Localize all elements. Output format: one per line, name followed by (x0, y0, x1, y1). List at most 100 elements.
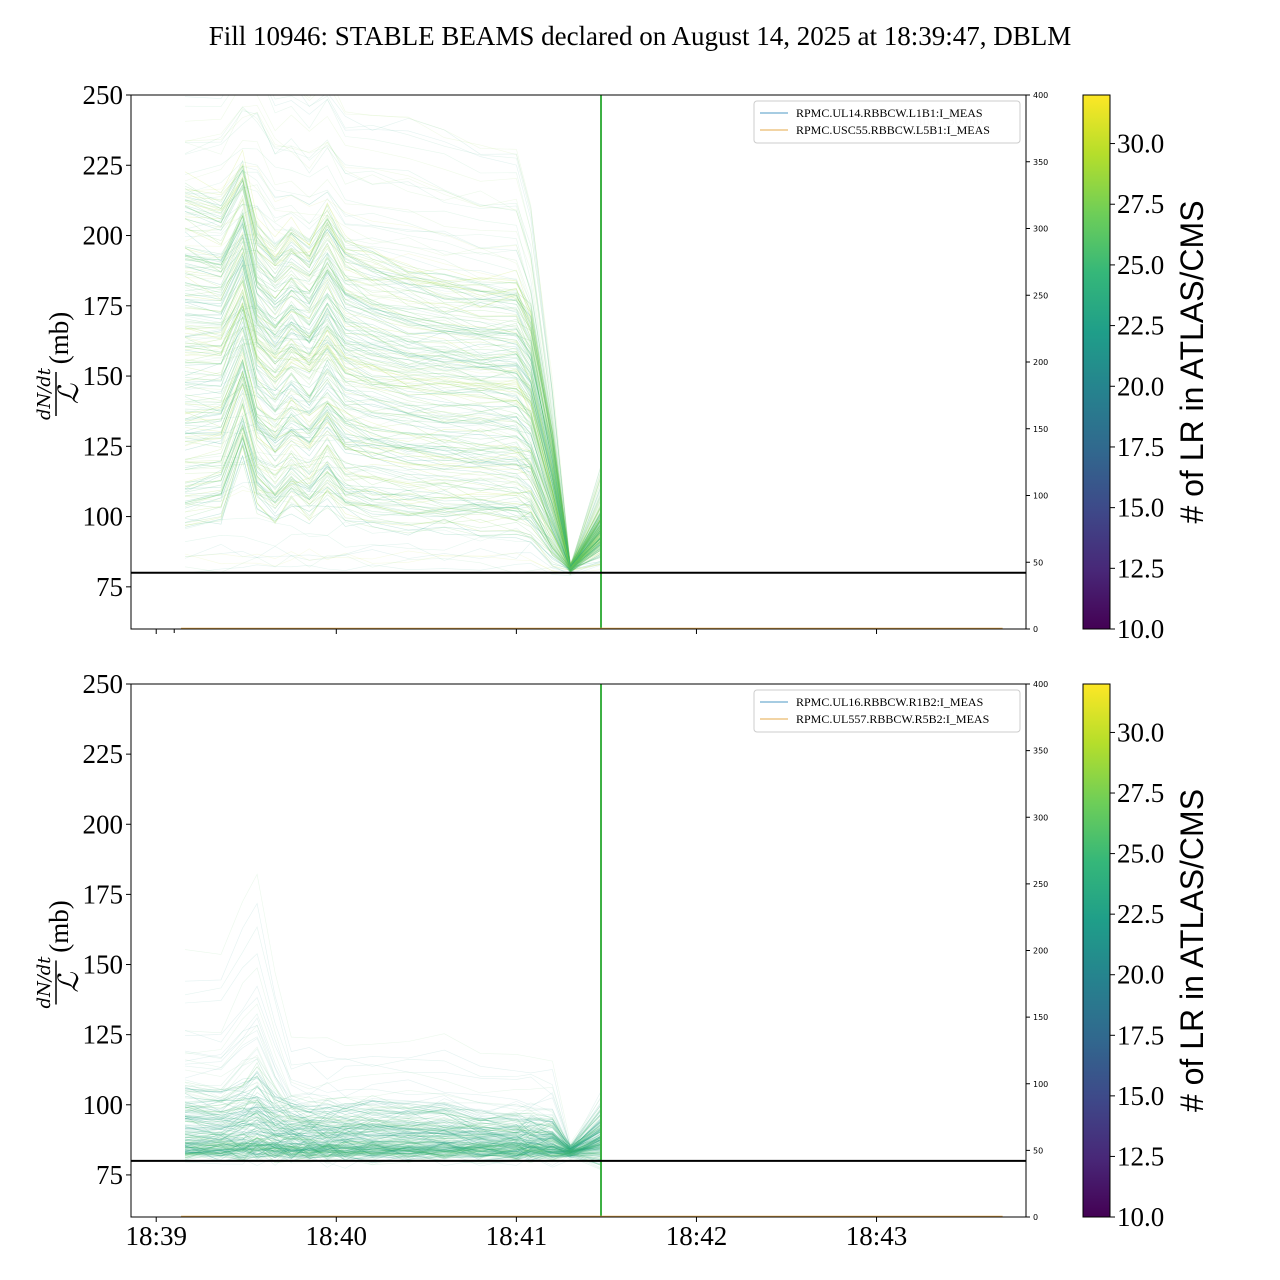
trace-line (184, 1099, 602, 1147)
trace-line (184, 237, 602, 567)
trace-line (184, 140, 602, 569)
trace-line (184, 456, 602, 575)
secondary-y-tick-label: 350 (1033, 747, 1048, 756)
trace-line (184, 234, 602, 568)
secondary-y-tick-label: 250 (1033, 880, 1048, 889)
trace-line (184, 1110, 602, 1151)
trace-line (184, 241, 602, 571)
trace-line (184, 1141, 602, 1156)
x-tick-label: 18:41 (486, 1221, 548, 1251)
trace-line (184, 179, 602, 567)
trace-line (184, 1141, 602, 1159)
trace-line (184, 291, 602, 566)
trace-line (184, 216, 602, 566)
trace-line (184, 371, 602, 571)
trace-line (184, 308, 602, 567)
trace-line (184, 1130, 602, 1154)
legend-entry: RPMC.USC55.RBBCW.L5B1:I_MEAS (796, 123, 990, 137)
trace-line (184, 273, 602, 569)
trace-line (184, 1149, 602, 1162)
legend-entry: RPMC.UL14.RBBCW.L1B1:I_MEAS (796, 106, 983, 120)
trace-line (184, 329, 602, 569)
trace-line (184, 344, 602, 568)
trace-line (184, 233, 602, 568)
trace-line (184, 445, 602, 571)
trace-line (184, 95, 602, 568)
trace-line (184, 1133, 602, 1156)
trace-line (305, 95, 602, 568)
trace-line (184, 384, 602, 574)
trace-line (184, 315, 602, 572)
trace-line (184, 1096, 602, 1155)
trace-line (184, 1057, 602, 1152)
trace-line (184, 1099, 602, 1152)
y-tick-label: 250 (83, 669, 124, 699)
trace-line (184, 1112, 602, 1154)
trace-line (184, 1147, 602, 1161)
trace-line (184, 1137, 602, 1159)
trace-line (184, 1137, 602, 1157)
trace-line (184, 444, 602, 571)
trace-line (184, 197, 602, 567)
colorbar-tick-label: 22.5 (1117, 311, 1164, 341)
secondary-y-tick-label: 50 (1033, 1146, 1043, 1155)
colorbar-tick-label: 27.5 (1117, 189, 1164, 219)
trace-line (184, 1150, 602, 1159)
trace-line (184, 438, 602, 570)
trace-line (184, 533, 602, 575)
trace-line (184, 1101, 602, 1152)
trace-line (184, 237, 602, 568)
trace-line (184, 252, 602, 573)
trace-line (184, 1082, 602, 1150)
colorbar-tick-label: 17.5 (1117, 432, 1164, 462)
trace-line (184, 346, 602, 570)
trace-line (184, 873, 602, 1144)
trace-line (184, 279, 602, 567)
trace-line (184, 1058, 602, 1153)
trace-line (184, 902, 602, 1150)
trace-line (184, 1130, 602, 1154)
trace-line (184, 1133, 602, 1158)
trace-line (184, 325, 602, 573)
trace-line (184, 194, 602, 567)
colorbar-tick-label: 10.0 (1117, 614, 1164, 644)
trace-line (184, 374, 602, 570)
colorbar: 10.0 12.5 15.0 17.5 20.0 22.5 25.0 27.5 30.0 # of… (1082, 94, 1210, 644)
trace-line (184, 343, 602, 574)
trace-line (184, 1145, 602, 1160)
trace-line (184, 1146, 602, 1160)
trace-line (184, 95, 602, 567)
trace-line (184, 382, 602, 573)
trace-line (184, 1140, 602, 1161)
trace-line (184, 1143, 602, 1163)
trace-line (184, 1144, 602, 1157)
trace-line (184, 1094, 602, 1150)
trace-line (184, 457, 602, 574)
trace-line (184, 289, 602, 569)
trace-line (184, 1142, 602, 1163)
trace-line (184, 223, 602, 567)
secondary-y-tick-label: 150 (1033, 1013, 1048, 1022)
trace-line (184, 419, 602, 568)
colorbar-tick-label: 25.0 (1117, 839, 1164, 869)
trace-line (184, 433, 602, 569)
trace-line (184, 295, 602, 571)
trace-line (184, 302, 602, 570)
trace-line (184, 186, 602, 568)
trace-line (184, 375, 602, 568)
trace-line (184, 1075, 602, 1152)
trace-line (184, 251, 602, 566)
trace-line (184, 1038, 602, 1151)
trace-line (184, 1066, 602, 1146)
trace-bundle (184, 873, 602, 1170)
x-tick-label: 18:43 (846, 1221, 908, 1251)
trace-line (184, 1030, 602, 1150)
trace-line (184, 225, 602, 569)
trace-line (184, 1139, 602, 1159)
trace-line (184, 1086, 602, 1151)
secondary-y-tick-label: 50 (1033, 558, 1043, 567)
trace-line (184, 315, 602, 572)
trace-line (184, 1066, 602, 1151)
trace-line (184, 1134, 602, 1156)
colorbar: 10.0 12.5 15.0 17.5 20.0 22.5 25.0 27.5 30.0 # of… (1082, 683, 1210, 1232)
